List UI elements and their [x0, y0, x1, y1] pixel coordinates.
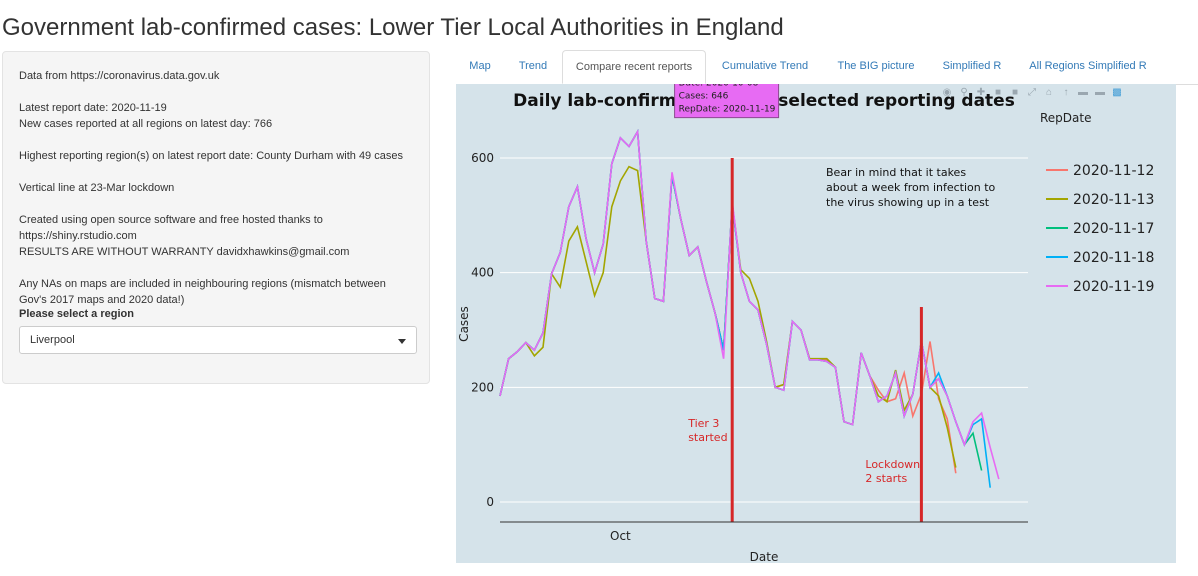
x-tick-label: Oct — [610, 529, 631, 543]
y-tick-label: 200 — [471, 380, 494, 394]
legend-item: 2020-11-13 — [1073, 192, 1154, 208]
region-select[interactable]: Liverpool — [19, 326, 417, 354]
y-axis-title: Cases — [457, 306, 471, 342]
x-axis-title: Date — [750, 550, 779, 563]
spike-lines-icon[interactable]: ↑ — [1063, 87, 1069, 98]
tab-trend[interactable]: Trend — [518, 60, 548, 72]
event-vline-label: Lockdown — [865, 458, 920, 471]
zoom-icon[interactable]: ⚲ — [960, 87, 968, 98]
page-title: Government lab-confirmed cases: Lower Ti… — [2, 14, 784, 41]
event-vline-label: Tier 3 — [687, 417, 719, 430]
credits-text: Created using open source software and f… — [19, 214, 323, 226]
y-tick-label: 400 — [471, 266, 494, 280]
region-select-label: Please select a region — [19, 308, 134, 320]
annotation-line: the virus showing up in a test — [826, 196, 990, 209]
tab-compare-recent-reports[interactable]: Compare recent reports — [562, 50, 706, 84]
y-tick-label: 600 — [471, 151, 494, 165]
tab-big-picture[interactable]: The BIG picture — [837, 60, 915, 72]
plot-area[interactable]: Tier 3 started Lockdown 2 starts 0 200 400 600… — [456, 73, 1176, 564]
autoscale-icon[interactable]: ⤢ — [1028, 87, 1036, 98]
chart-annotation: Bear in mind that it takes about a week … — [826, 166, 996, 209]
hover-line: Date: 2020-10-08 — [679, 84, 759, 89]
legend-item: 2020-11-12 — [1073, 163, 1154, 179]
chevron-down-icon — [398, 339, 406, 344]
home-icon[interactable]: ⌂ — [1045, 87, 1053, 98]
legend: RepDate 2020-11-12 2020-11-13 2020-11-17 20… — [1040, 111, 1154, 295]
annotation-line: Bear in mind that it takes — [826, 166, 966, 179]
highest-region-text: Highest reporting region(s) on latest re… — [19, 150, 403, 162]
tab-all-regions-simplified-r[interactable]: All Regions Simplified R — [1029, 60, 1147, 72]
latest-report-date: Latest report date: 2020-11-19 — [19, 102, 167, 114]
new-cases-text: New cases reported at all regions on lat… — [19, 118, 273, 130]
legend-title: RepDate — [1040, 111, 1091, 125]
shiny-url-text: https://shiny.rstudio.com — [19, 230, 137, 242]
y-tick-label: 0 — [486, 495, 494, 509]
camera-icon[interactable]: ◉ — [942, 87, 952, 98]
na-note-line2: Gov's 2017 maps and 2020 data!) — [19, 294, 185, 306]
zoom-in-icon[interactable]: ■ — [994, 87, 1002, 98]
warranty-text: RESULTS ARE WITHOUT WARRANTY davidxhawki… — [19, 246, 350, 258]
hover-closest-icon[interactable]: ▬ — [1078, 87, 1088, 98]
hover-tooltip: Date: 2020-10-08 Cases: 646 RepDate: 2020-… — [674, 73, 780, 119]
plotly-logo-icon[interactable]: ▩ — [1112, 87, 1122, 98]
tab-simplified-r[interactable]: Simplified R — [942, 60, 1002, 72]
region-select-value: Liverpool — [30, 334, 75, 346]
zoom-out-icon[interactable]: ■ — [1011, 87, 1019, 98]
annotation-line: about a week from infection to — [826, 181, 996, 194]
vertical-line-note: Vertical line at 23-Mar lockdown — [19, 182, 175, 194]
tab-map[interactable]: Map — [469, 60, 491, 72]
event-vline-label: started — [688, 431, 727, 444]
series-line-2020-11-19 — [499, 128, 1000, 480]
legend-item: 2020-11-19 — [1073, 279, 1154, 295]
modebar: ◉ ⚲ ✚ ■ ■ ⤢ ⌂ ↑ ▬ ▬ ▩ — [942, 88, 1122, 98]
event-vline-label: 2 starts — [865, 472, 907, 485]
hover-compare-icon[interactable]: ▬ — [1095, 87, 1105, 98]
pan-icon[interactable]: ✚ — [976, 87, 986, 98]
legend-item: 2020-11-17 — [1073, 221, 1154, 237]
data-source-text: Data from https://coronavirus.data.gov.u… — [19, 70, 220, 82]
tab-cumulative-trend[interactable]: Cumulative Trend — [721, 60, 809, 72]
hover-line: RepDate: 2020-11-19 — [679, 105, 776, 115]
sidebar-panel: Data from https://coronavirus.data.gov.u… — [2, 51, 430, 384]
legend-item: 2020-11-18 — [1073, 250, 1154, 266]
na-note-line1: Any NAs on maps are included in neighbou… — [19, 278, 386, 290]
hover-line: Cases: 646 — [679, 92, 729, 102]
tab-bar: Map Trend Compare recent reports Cumulat… — [456, 50, 1198, 85]
